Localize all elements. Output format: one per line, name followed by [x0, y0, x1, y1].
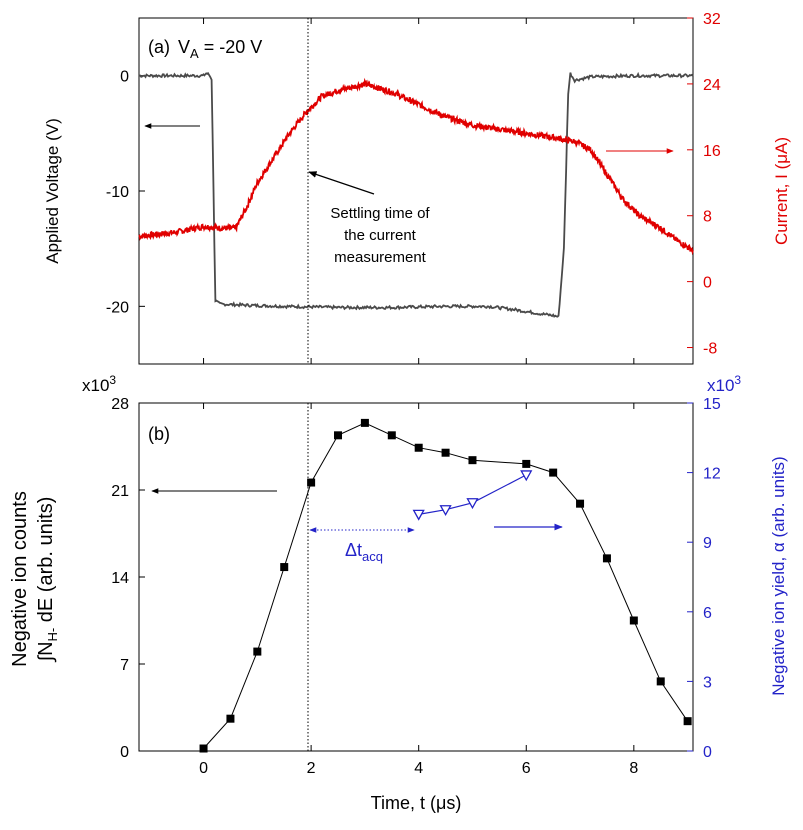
voltage-axis-tick-label: 0 — [120, 69, 129, 86]
panel-a-left-ticks: 0 -10 -20 — [106, 69, 145, 316]
panel-b-x-ticks: 0 2 4 6 8 — [199, 403, 638, 777]
settling-annotation-line-2: the current — [344, 227, 417, 244]
panel-b: 0 2 4 6 8 0 7 14 21 28 0 3 6 9 12 15 (b) Δtacq Negati… — [9, 396, 788, 813]
x-tick-label: 0 — [199, 760, 208, 777]
counts-point — [549, 468, 558, 477]
counts-point — [307, 478, 316, 487]
counts-point — [576, 499, 585, 508]
current-axis-tick-label: 8 — [703, 209, 712, 226]
yield-point — [439, 505, 452, 517]
counts-axis-tick-label: 14 — [111, 570, 129, 587]
voltage-axis-tick-label: -20 — [106, 299, 129, 316]
panel-a-x-ticks — [203, 18, 635, 364]
panel-a-label: (a) — [148, 37, 170, 57]
yield-line — [418, 474, 527, 515]
acquisition-time-label: Δtacq — [345, 540, 383, 564]
voltage-trace — [138, 71, 694, 318]
right-multiplier-exponent: 3 — [734, 373, 741, 387]
current-trace — [138, 77, 694, 256]
counts-point — [656, 677, 665, 686]
left-multiplier-label: x103 — [82, 373, 116, 395]
yield-axis-tick-label: 9 — [703, 535, 712, 552]
yield-axis-tick-label: 6 — [703, 605, 712, 622]
current-axis-tick-label: 24 — [703, 77, 721, 94]
acquisition-time-symbol: Δt — [345, 540, 362, 560]
right-multiplier-label: x103 — [707, 373, 741, 395]
panel-b-right-axis-label: Negative ion yield, α (arb. units) — [769, 456, 788, 695]
panel-b-left-ticks: 0 7 14 21 28 — [111, 396, 145, 761]
yield-axis-tick-label: 0 — [703, 744, 712, 761]
panel-b-label: (b) — [148, 424, 170, 444]
panel-a-right-axis-label: Current, I (μA) — [772, 137, 791, 245]
current-axis-tick-label: 32 — [703, 11, 721, 28]
panel-b-left-axis-label-line-2: ∫NH- dE (arb. units) — [35, 497, 60, 663]
counts-axis-tick-label: 21 — [111, 483, 129, 500]
yield-point — [520, 470, 533, 482]
current-axis-tick-label: 0 — [703, 275, 712, 292]
counts-point — [280, 563, 289, 572]
x-tick-label: 2 — [307, 760, 316, 777]
counts-axis-tick-label: 28 — [111, 396, 129, 413]
left-multiplier-base: x10 — [82, 376, 109, 395]
panel-b-frame — [138, 402, 694, 752]
settling-annotation-line-1: Settling time of — [330, 205, 430, 222]
panel-b-left-axis-label-rest: dE (arb. units) — [35, 497, 57, 628]
panel-b-right-ticks: 0 3 6 9 12 15 — [687, 396, 721, 761]
x-tick-label: 6 — [522, 760, 531, 777]
panel-a-frame — [138, 17, 694, 365]
panel-a-right-ticks: -8 0 8 16 24 32 — [687, 11, 721, 358]
counts-point — [602, 554, 611, 563]
yield-axis-tick-label: 15 — [703, 396, 721, 413]
counts-axis-tick-label: 7 — [120, 657, 129, 674]
panel-a-left-axis-label: Applied Voltage (V) — [43, 118, 62, 264]
panel-a: 0 -10 -20 -8 0 8 16 24 32 (a) VA = -20 V Settlin… — [43, 11, 791, 395]
va-label: V — [178, 37, 190, 57]
yield-axis-tick-label: 12 — [703, 466, 721, 483]
counts-axis-tick-label: 0 — [120, 744, 129, 761]
va-value: = -20 V — [199, 37, 263, 57]
settling-annotation-arrow — [308, 171, 375, 195]
counts-point — [683, 717, 692, 726]
yield-axis-tick-label: 3 — [703, 674, 712, 691]
counts-point — [360, 418, 369, 427]
panel-b-left-axis-label-subscript: H- — [45, 628, 60, 642]
counts-point — [226, 714, 235, 723]
counts-point — [387, 431, 396, 440]
voltage-axis-tick-label: -10 — [106, 184, 129, 201]
settling-annotation-line-3: measurement — [334, 249, 427, 266]
panel-b-series — [199, 418, 692, 753]
counts-point — [468, 456, 477, 465]
panel-b-left-axis-label-line-1: Negative ion counts — [9, 491, 31, 667]
counts-point — [199, 744, 208, 753]
counts-line — [203, 422, 689, 749]
current-axis-tick-label: -8 — [703, 341, 717, 358]
counts-point — [334, 431, 343, 440]
x-tick-label: 8 — [629, 760, 638, 777]
counts-point — [414, 443, 423, 452]
yield-point — [466, 498, 479, 510]
current-axis-tick-label: 16 — [703, 143, 721, 160]
right-multiplier-base: x10 — [707, 376, 734, 395]
counts-point — [522, 459, 531, 468]
panel-b-left-axis-label-integral: ∫N — [35, 641, 57, 662]
va-subscript: A — [190, 46, 199, 61]
acquisition-time-subscript: acq — [362, 549, 383, 564]
left-multiplier-exponent: 3 — [109, 373, 116, 387]
x-tick-label: 4 — [414, 760, 423, 777]
x-axis-label: Time, t (μs) — [371, 793, 462, 813]
panel-a-label-group: (a) VA = -20 V — [148, 37, 262, 61]
counts-point — [441, 448, 450, 457]
yield-point — [412, 509, 425, 521]
counts-point — [253, 647, 262, 656]
panel-a-series — [138, 71, 694, 318]
counts-point — [629, 616, 638, 625]
